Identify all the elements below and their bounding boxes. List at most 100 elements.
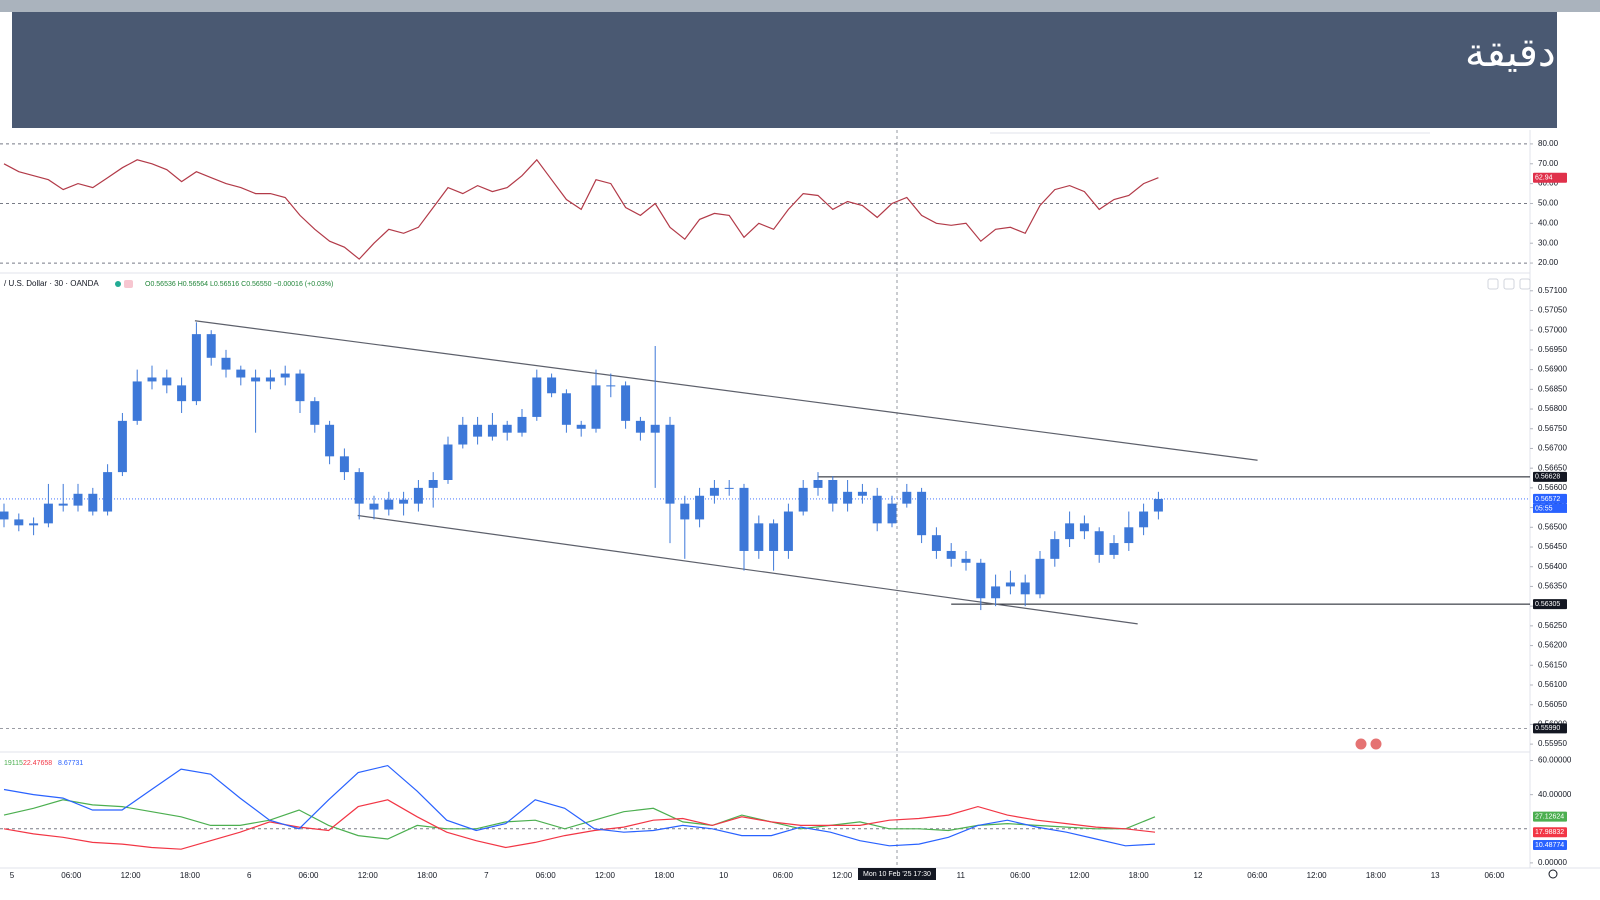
y-tick-label: 0.56200: [1538, 641, 1567, 650]
x-tick-label: 06:00: [536, 871, 557, 880]
candle-body: [191, 334, 201, 402]
candle-body: [843, 491, 853, 504]
candle-body: [132, 381, 142, 421]
indicator-marker-label: 27.12624: [1535, 813, 1564, 820]
y-tick-label: 0.57100: [1538, 286, 1567, 295]
x-tick-label: 06:00: [1247, 871, 1268, 880]
price-marker-label: 0.56572: [1535, 496, 1560, 503]
y-tick-label: 0.55950: [1538, 739, 1567, 748]
x-tick-label: 12:00: [1069, 871, 1090, 880]
x-tick-label: 7: [484, 871, 489, 880]
y-tick-label: 0.57050: [1538, 306, 1567, 315]
y-tick-label: 80.00: [1538, 139, 1559, 148]
candle-body: [310, 401, 320, 425]
x-tick-label: 18:00: [1129, 871, 1150, 880]
ohlc-readout: O0.56536 H0.56564 L0.56516 C0.56550 −0.0…: [145, 281, 333, 288]
candle-body: [1065, 523, 1075, 540]
candle-body: [0, 511, 9, 520]
candle-body: [991, 586, 1001, 599]
top-frame: [0, 0, 1600, 12]
event-flag: [1354, 737, 1368, 751]
candle-body: [1035, 558, 1045, 595]
pane-button: [1503, 278, 1515, 290]
candle-body: [680, 503, 690, 520]
y-tick-label: 60.00000: [1538, 756, 1572, 765]
candle-body: [828, 479, 838, 504]
candle-body: [709, 487, 719, 496]
candle-body: [73, 493, 83, 506]
y-tick-label: 20.00: [1538, 258, 1559, 267]
x-tick-label: 06:00: [298, 871, 319, 880]
y-tick-label: 0.56850: [1538, 384, 1567, 393]
candle-body: [413, 487, 423, 504]
y-tick-label: 0.56700: [1538, 444, 1567, 453]
candle-body: [857, 491, 867, 496]
x-tick-label: 06:00: [61, 871, 82, 880]
x-tick-label: 12:00: [1307, 871, 1328, 880]
indicator-line: [3, 799, 1156, 840]
candle-body: [29, 523, 39, 526]
y-tick-label: 0.56600: [1538, 483, 1567, 492]
indicator-marker: [1533, 827, 1567, 838]
candle-body: [399, 499, 409, 504]
candle-body: [872, 495, 882, 524]
indicator-line: [3, 158, 1159, 260]
y-tick-label: 0.56400: [1538, 562, 1567, 571]
x-tick-label: 12:00: [832, 871, 853, 880]
candle-body: [88, 493, 98, 512]
candle-body: [739, 487, 749, 551]
price-marker-label: 0.56628: [1535, 474, 1560, 481]
settings-icon: [1548, 869, 1558, 879]
candle-body: [606, 385, 616, 387]
candle-body: [428, 479, 438, 488]
y-tick-label: 0.56800: [1538, 404, 1567, 413]
x-tick-label: 12:00: [595, 871, 616, 880]
candle-body: [458, 424, 468, 445]
candle-body: [221, 357, 231, 370]
x-tick-label: 06:00: [1484, 871, 1505, 880]
x-tick-label: 06:00: [773, 871, 794, 880]
candle-body: [1020, 582, 1030, 595]
indicator-marker-label: 17.98832: [1535, 829, 1564, 836]
event-flag: [1369, 737, 1383, 751]
x-tick-label: 18:00: [654, 871, 675, 880]
candle-body: [325, 424, 335, 457]
candle-body: [561, 393, 571, 425]
candle-body: [635, 420, 645, 433]
dmi-legend: 22.47658: [23, 760, 52, 767]
x-tick-label: 18:00: [1366, 871, 1387, 880]
candle-body: [43, 503, 53, 524]
candle-body: [650, 424, 660, 433]
status-dot: [115, 281, 121, 287]
candle-body: [265, 377, 275, 382]
candle-body: [236, 369, 246, 378]
indicator-line: [3, 764, 1156, 847]
indicator-marker-label: 62.94: [1535, 175, 1553, 182]
candle-body: [295, 373, 305, 402]
indicator-marker-label: 10.48774: [1535, 842, 1564, 849]
y-tick-label: 0.56250: [1538, 621, 1567, 630]
price-marker: [1533, 493, 1567, 504]
candle-body: [369, 503, 379, 510]
countdown-box: [1533, 503, 1567, 513]
candle-body: [532, 377, 542, 417]
x-tick-label: 6: [247, 871, 252, 880]
y-tick-label: 0.56450: [1538, 542, 1567, 551]
candle-body: [117, 420, 127, 473]
price-marker: [1533, 471, 1567, 482]
candle-body: [1109, 543, 1119, 555]
candle-body: [769, 523, 779, 551]
candle-body: [547, 377, 557, 394]
candle-body: [384, 499, 394, 510]
candle-body: [931, 535, 941, 551]
x-tick-label: 12:00: [358, 871, 379, 880]
dmi-legend: 8.67731: [58, 760, 83, 767]
status-icon: [124, 280, 133, 288]
y-tick-label: 0.00000: [1538, 858, 1567, 867]
candle-body: [665, 424, 675, 504]
candle-body: [473, 424, 483, 437]
indicator-line: [3, 799, 1156, 850]
candle-body: [621, 385, 631, 421]
